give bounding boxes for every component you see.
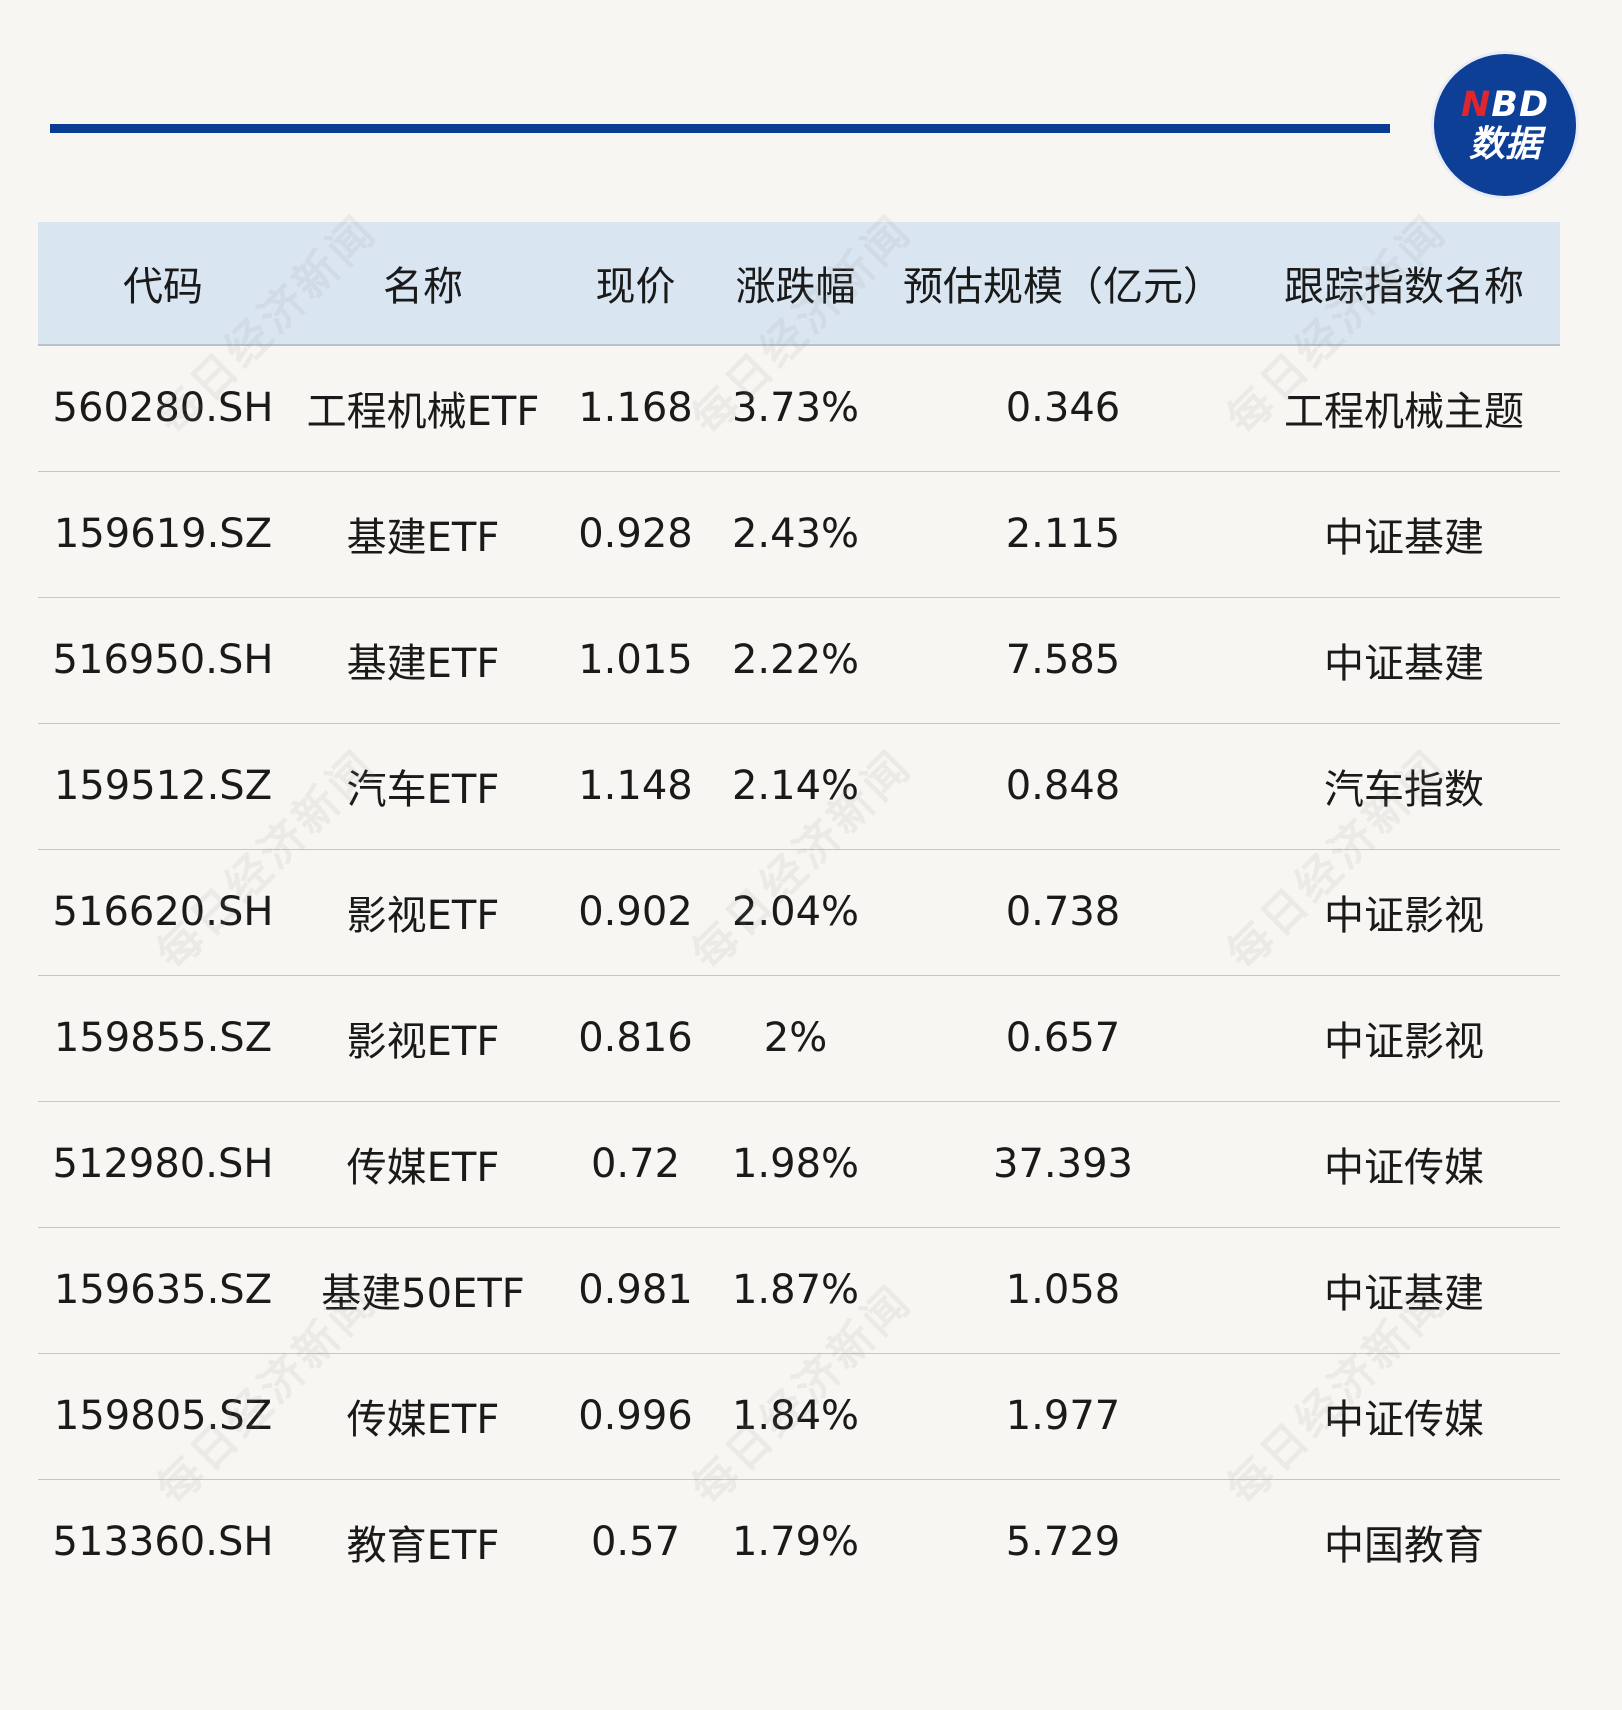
cell-change: 3.73% xyxy=(713,345,878,472)
cell-change: 1.98% xyxy=(713,1101,878,1228)
cell-scale: 0.738 xyxy=(878,849,1248,976)
cell-name: 影视ETF xyxy=(288,849,558,976)
cell-index: 中证基建 xyxy=(1248,597,1560,724)
cell-price: 0.902 xyxy=(558,849,713,976)
cell-name: 汽车ETF xyxy=(288,723,558,850)
cell-price: 0.57 xyxy=(590,1519,681,1566)
cell-code: 159512.SZ xyxy=(38,723,288,850)
cell-price: 1.168 xyxy=(558,345,713,472)
cell-index: 中证传媒 xyxy=(1248,1353,1560,1480)
cell-index: 中证传媒 xyxy=(1248,1101,1560,1228)
logo-brand-n: N xyxy=(1460,84,1492,125)
table-header-row: 代码 名称 现价 涨跌幅 预估规模（亿元） 跟踪指数名称 xyxy=(38,222,1560,346)
cell-index: 汽车指数 xyxy=(1248,723,1560,850)
cell-code: 516620.SH xyxy=(38,849,288,976)
logo-brand-text: NBD xyxy=(1460,84,1550,125)
cell-scale: 7.585 xyxy=(878,597,1248,724)
cell-index: 中证影视 xyxy=(1248,975,1560,1102)
etf-table: 代码 名称 现价 涨跌幅 预估规模（亿元） 跟踪指数名称 560280.SH 工… xyxy=(38,222,1560,1605)
cell-price: 0.928 xyxy=(558,471,713,598)
cell-price: 0.816 xyxy=(558,975,713,1102)
cell-scale: 1.058 xyxy=(878,1227,1248,1354)
header-name: 名称 xyxy=(288,222,558,346)
cell-index: 中国教育 xyxy=(1324,1523,1484,1570)
cell-change: 2.14% xyxy=(713,723,878,850)
table-row: 560280.SH 工程机械ETF 1.168 3.73% 0.346 工程机械… xyxy=(38,345,1560,472)
cell-price: 1.148 xyxy=(558,723,713,850)
cell-change: 2.04% xyxy=(713,849,878,976)
cell-scale: 0.346 xyxy=(878,345,1248,472)
table-row: 513360.SH 教育ETF 0.57 1.79% 5.729 中国教育 xyxy=(38,1479,1560,1605)
table-row: 159855.SZ 影视ETF 0.816 2% 0.657 中证影视 xyxy=(38,975,1560,1102)
header-code: 代码 xyxy=(38,222,288,346)
header-change: 涨跌幅 xyxy=(713,222,878,346)
cell-change: 2.43% xyxy=(713,471,878,598)
cell-change: 2.22% xyxy=(713,597,878,724)
cell-name: 教育ETF xyxy=(346,1523,500,1570)
cell-price: 0.981 xyxy=(558,1227,713,1354)
header-price: 现价 xyxy=(558,222,713,346)
cell-index: 中证基建 xyxy=(1248,1227,1560,1354)
cell-change: 1.87% xyxy=(713,1227,878,1354)
table-row: 512980.SH 传媒ETF 0.72 1.98% 37.393 中证传媒 xyxy=(38,1101,1560,1228)
table-row: 159805.SZ 传媒ETF 0.996 1.84% 1.977 中证传媒 xyxy=(38,1353,1560,1480)
cell-code: 516950.SH xyxy=(38,597,288,724)
cell-code: 513360.SH xyxy=(52,1519,274,1566)
cell-code: 159855.SZ xyxy=(38,975,288,1102)
cell-code: 512980.SH xyxy=(38,1101,288,1228)
cell-name: 影视ETF xyxy=(288,975,558,1102)
cell-name: 基建50ETF xyxy=(288,1227,558,1354)
cell-price: 0.996 xyxy=(558,1353,713,1480)
logo-sub-text: 数据 xyxy=(1468,123,1541,165)
header-index: 跟踪指数名称 xyxy=(1248,222,1560,346)
table-row: 159635.SZ 基建50ETF 0.981 1.87% 1.058 中证基建 xyxy=(38,1227,1560,1354)
cell-index: 中证基建 xyxy=(1248,471,1560,598)
table-row: 159512.SZ 汽车ETF 1.148 2.14% 0.848 汽车指数 xyxy=(38,723,1560,850)
cell-name: 传媒ETF xyxy=(288,1353,558,1480)
cell-scale: 5.729 xyxy=(1005,1519,1121,1566)
logo-brand-rest: BD xyxy=(1491,84,1550,125)
cell-name: 基建ETF xyxy=(288,597,558,724)
header-scale: 预估规模（亿元） xyxy=(878,222,1248,346)
cell-change: 1.79% xyxy=(731,1519,860,1566)
cell-scale: 37.393 xyxy=(878,1101,1248,1228)
cell-name: 工程机械ETF xyxy=(288,345,558,472)
cell-scale: 2.115 xyxy=(878,471,1248,598)
cell-code: 159805.SZ xyxy=(38,1353,288,1480)
top-accent-rule xyxy=(50,124,1390,133)
cell-price: 1.015 xyxy=(558,597,713,724)
cell-code: 560280.SH xyxy=(38,345,288,472)
cell-price: 0.72 xyxy=(558,1101,713,1228)
cell-scale: 0.848 xyxy=(878,723,1248,850)
cell-code: 159635.SZ xyxy=(38,1227,288,1354)
nbd-data-logo: NBD 数据 xyxy=(1434,54,1576,196)
cell-scale: 0.657 xyxy=(878,975,1248,1102)
table-row: 516620.SH 影视ETF 0.902 2.04% 0.738 中证影视 xyxy=(38,849,1560,976)
cell-index: 中证影视 xyxy=(1248,849,1560,976)
cell-index: 工程机械主题 xyxy=(1248,345,1560,472)
table-row: 516950.SH 基建ETF 1.015 2.22% 7.585 中证基建 xyxy=(38,597,1560,724)
cell-scale: 1.977 xyxy=(878,1353,1248,1480)
cell-change: 1.84% xyxy=(713,1353,878,1480)
cell-change: 2% xyxy=(713,975,878,1102)
cell-name: 基建ETF xyxy=(288,471,558,598)
cell-code: 159619.SZ xyxy=(38,471,288,598)
table-row: 159619.SZ 基建ETF 0.928 2.43% 2.115 中证基建 xyxy=(38,471,1560,598)
cell-name: 传媒ETF xyxy=(288,1101,558,1228)
